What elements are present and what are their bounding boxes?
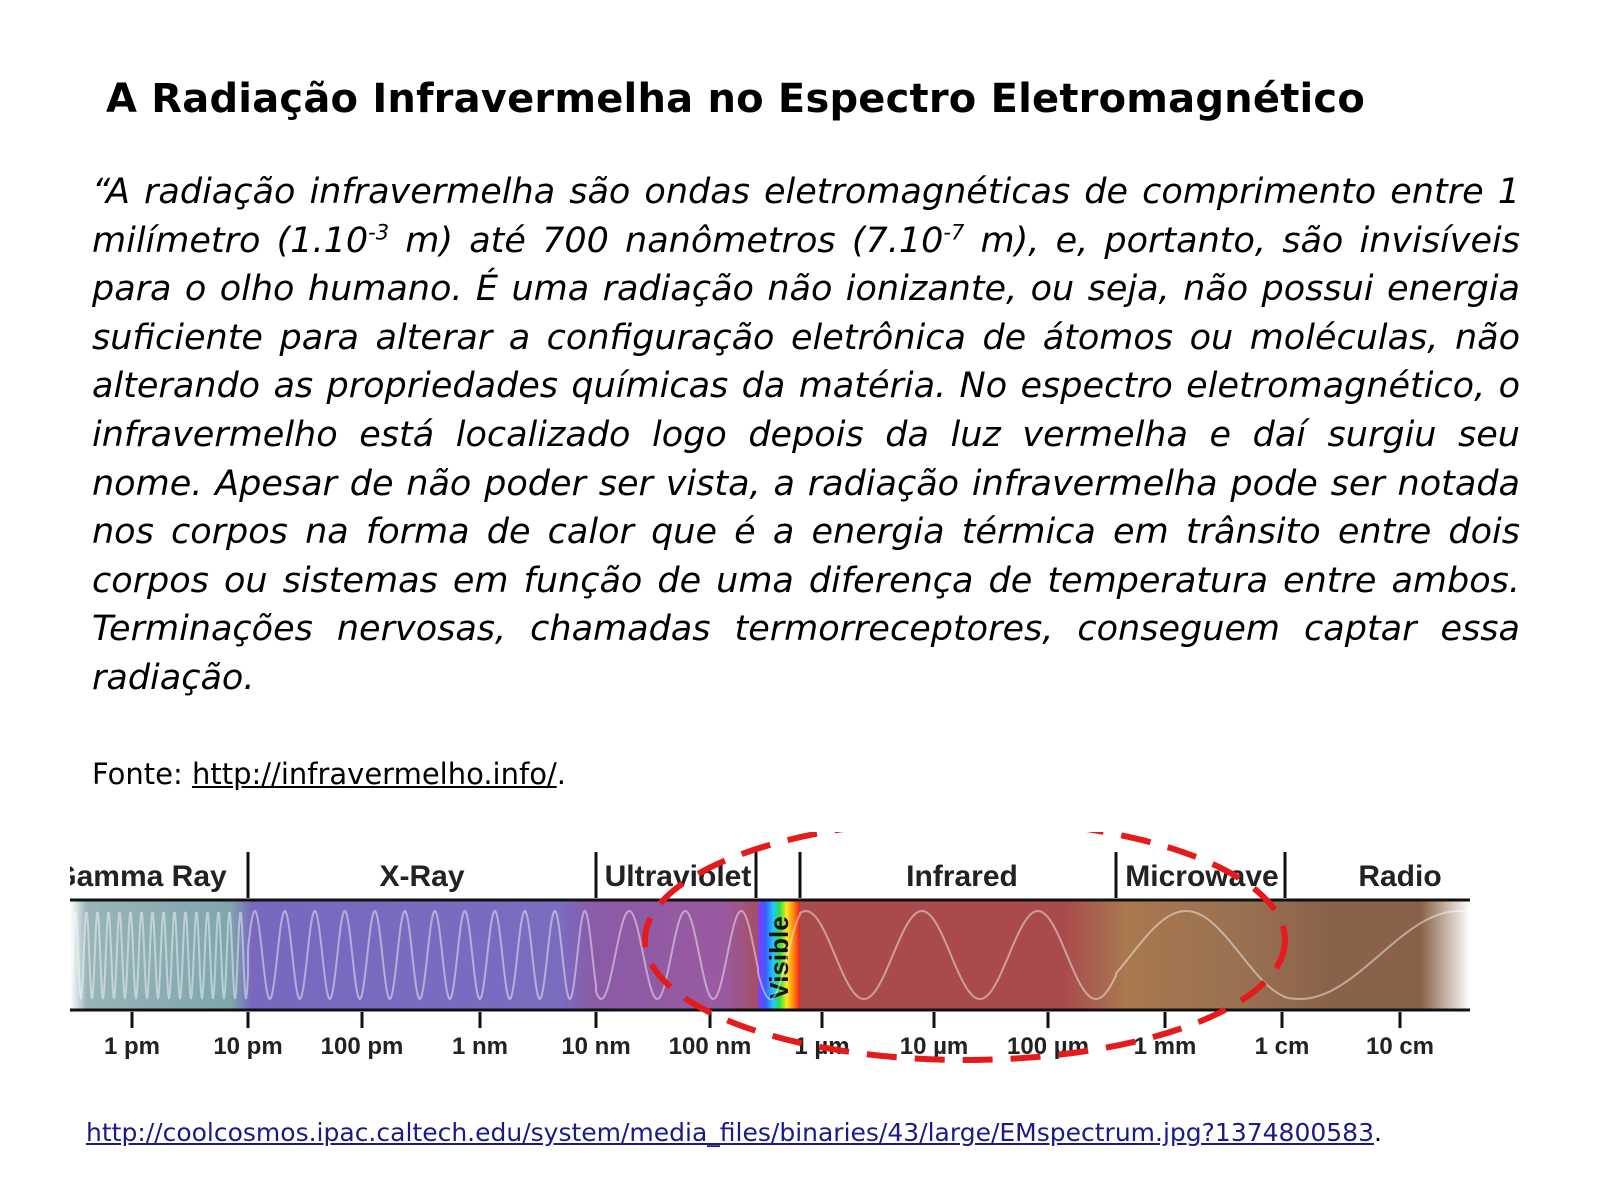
scale-label: 10 µm bbox=[900, 1033, 969, 1060]
page-title: A Radiação Infravermelha no Espectro Ele… bbox=[106, 76, 1366, 122]
wave-curve bbox=[70, 909, 1471, 1001]
scale-label: 10 nm bbox=[561, 1033, 630, 1060]
quote-text-part-3: m), e, portanto, são invisíveis para o o… bbox=[92, 220, 1520, 698]
infrared-highlight-ellipse bbox=[642, 832, 1288, 1063]
band-label-x-ray: X-Ray bbox=[379, 860, 464, 893]
scale-label: 10 pm bbox=[213, 1033, 282, 1060]
band-label-infrared: Infrared bbox=[906, 860, 1018, 893]
scale-label: 1 pm bbox=[104, 1033, 160, 1060]
exponent-millimeter: -3 bbox=[368, 219, 390, 244]
image-source-suffix: . bbox=[1374, 1118, 1382, 1147]
band-label-radio: Radio bbox=[1358, 860, 1441, 893]
quote-open-mark: “ bbox=[92, 172, 106, 212]
source-label: Fonte: bbox=[92, 757, 192, 791]
scale-label: 10 cm bbox=[1366, 1033, 1434, 1060]
band-label-visible: Visible bbox=[764, 916, 794, 999]
scale-label: 100 pm bbox=[321, 1033, 404, 1060]
band-label-gamma-ray: Gamma Ray bbox=[70, 860, 227, 893]
source-link[interactable]: http://infravermelho.info/ bbox=[191, 757, 557, 791]
band-label-microwave: Microwave bbox=[1125, 860, 1278, 893]
source-suffix: . bbox=[556, 757, 566, 791]
quote-text-part-1: A radiação infravermelha são ondas eletr… bbox=[92, 172, 1520, 261]
quote-paragraph: “A radiação infravermelha são ondas elet… bbox=[92, 168, 1520, 703]
source-line: Fonte: http://infravermelho.info/. bbox=[92, 757, 566, 791]
image-source-link[interactable]: http://coolcosmos.ipac.caltech.edu/syste… bbox=[86, 1118, 1374, 1147]
exponent-nanometer: -7 bbox=[943, 219, 965, 244]
scale-label: 100 nm bbox=[669, 1033, 752, 1060]
scale-label: 1 cm bbox=[1255, 1033, 1310, 1060]
scale-label: 1 mm bbox=[1134, 1033, 1197, 1060]
em-spectrum-diagram: Gamma Ray X-Ray Ultraviolet Infrared Microwa… bbox=[70, 832, 1471, 1063]
image-source-line: http://coolcosmos.ipac.caltech.edu/syste… bbox=[86, 1118, 1382, 1147]
scale-label: 1 nm bbox=[452, 1033, 508, 1060]
quote-text-part-2: m) até 700 nanômetros (7.10 bbox=[389, 220, 944, 261]
visible-strip bbox=[758, 900, 800, 1010]
